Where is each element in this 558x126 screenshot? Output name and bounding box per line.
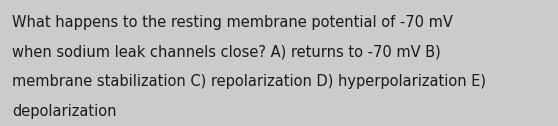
Text: depolarization: depolarization — [12, 104, 117, 119]
Text: What happens to the resting membrane potential of -70 mV: What happens to the resting membrane pot… — [12, 15, 453, 30]
Text: membrane stabilization C) repolarization D) hyperpolarization E): membrane stabilization C) repolarization… — [12, 74, 486, 89]
Text: when sodium leak channels close? A) returns to -70 mV B): when sodium leak channels close? A) retu… — [12, 45, 441, 60]
